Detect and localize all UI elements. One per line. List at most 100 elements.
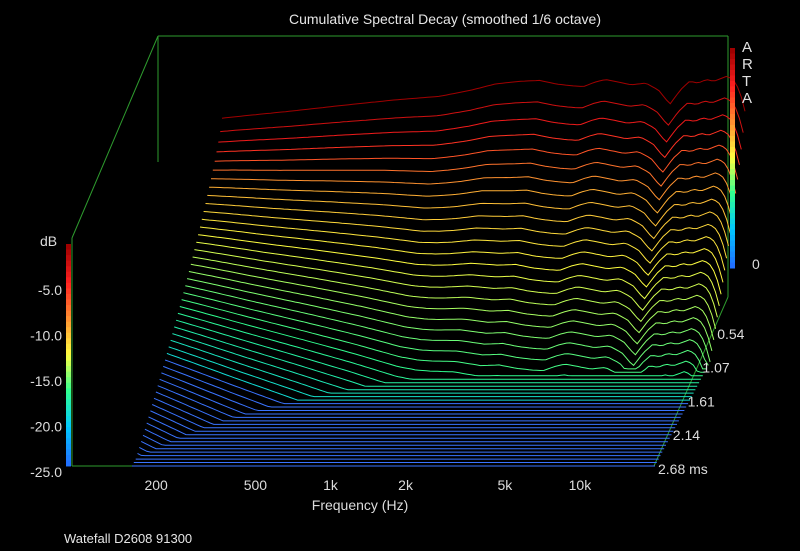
decay-slice (190, 263, 715, 341)
decay-slice (163, 365, 687, 408)
decay-slice (159, 378, 683, 415)
colorbar-segment (66, 277, 71, 284)
time-tick-label: 0.54 (717, 326, 744, 342)
colorbar-segment (66, 393, 71, 400)
colorbar-segment (66, 432, 71, 439)
colorbar-segment (66, 460, 71, 467)
colorbar-segment (730, 213, 735, 219)
colorbar-segment (66, 443, 71, 450)
decay-slice (155, 391, 679, 422)
colorbar-segment (66, 266, 71, 273)
x-tick-label: 2k (398, 477, 414, 493)
brand-letter: A (742, 39, 752, 56)
decay-slice (186, 278, 711, 363)
colorbar-segment (66, 332, 71, 339)
colorbar-segment (66, 449, 71, 456)
colorbar-segment (730, 235, 735, 241)
colorbar-segment (730, 64, 735, 71)
decay-slice (148, 416, 672, 436)
decay-slice (150, 410, 674, 432)
colorbar-segment (730, 59, 735, 65)
y-tick-label: -5.0 (38, 282, 62, 298)
colorbar-segment (66, 382, 71, 389)
decay-slice (218, 114, 742, 150)
decay-slice (194, 249, 718, 318)
x-tick-label: 500 (244, 477, 268, 493)
colorbar-segment (66, 349, 71, 356)
decay-slices (132, 75, 746, 467)
colorbar-segment (730, 141, 735, 148)
colorbar-segment (730, 163, 735, 170)
x-tick-label: 10k (569, 477, 593, 493)
colorbar-segment (730, 180, 735, 186)
decay-slice (146, 422, 670, 439)
colorbar-segment (66, 454, 71, 461)
decay-slice (216, 129, 740, 166)
colorbar-segment (730, 158, 735, 164)
decay-slice (181, 299, 705, 373)
colorbar-segment (66, 421, 71, 428)
colorbar-segment (66, 305, 71, 312)
db-colorbar (66, 244, 71, 467)
colorbar-segment (66, 293, 71, 300)
colorbar-segment (66, 255, 71, 262)
decay-slice (170, 339, 694, 394)
decay-slice (212, 158, 737, 194)
colorbar-segment (66, 327, 71, 334)
decay-slice (168, 346, 692, 398)
decay-slice (144, 428, 668, 443)
colorbar-segment (66, 416, 71, 423)
colorbar-segment (730, 53, 735, 60)
y-tick-label: -10.0 (30, 328, 62, 344)
frame-left-diagonal (71, 35, 159, 239)
colorbar-segment (66, 399, 71, 406)
colorbar-segment (66, 360, 71, 367)
decay-slice (164, 359, 689, 405)
colorbar-segment (730, 191, 735, 197)
decay-slice (205, 203, 729, 247)
decay-slice (151, 404, 676, 429)
colorbar-segment (66, 438, 71, 445)
colorbar-segment (730, 251, 735, 258)
colorbar-segment (66, 244, 71, 250)
colorbar-segment (66, 338, 71, 345)
time-tick-labels: 0.54 1.07 1.61 2.14 2.68 ms (658, 326, 745, 477)
time-tick-label: 2.14 (673, 427, 700, 443)
colorbar-segment (66, 371, 71, 378)
brand-letter: T (742, 73, 751, 90)
colorbar-segment (66, 249, 71, 256)
decay-slice (214, 144, 739, 180)
x-tick-label: 5k (497, 477, 513, 493)
x-tick-label: 200 (144, 477, 168, 493)
x-tick-labels: 200 500 1k 2k 5k 10k (144, 477, 592, 493)
colorbar-segment (66, 299, 71, 306)
colorbar-segment (66, 410, 71, 417)
colorbar-segment (730, 202, 735, 208)
colorbar-segment (730, 185, 735, 192)
colorbar-segment (730, 174, 735, 181)
colorbar-segment (730, 218, 735, 225)
y-axis-label: dB (40, 233, 57, 249)
decay-slice (179, 306, 703, 377)
decay-slice (221, 75, 746, 119)
colorbar-segment (730, 152, 735, 159)
colorbar-segment (730, 97, 735, 104)
decay-slice (188, 271, 713, 352)
colorbar-segment (730, 114, 735, 120)
y-tick-labels: 0 -5.0 -10.0 -15.0 -20.0 -25.0 (30, 256, 760, 480)
colorbar-segment (66, 404, 71, 411)
x-axis-label: Frequency (Hz) (312, 497, 408, 513)
decay-slice (157, 385, 681, 418)
colorbar-segment (66, 282, 71, 289)
y-tick-label: -15.0 (30, 373, 62, 389)
colorbar-segment (730, 92, 735, 98)
colorbar-segment (730, 119, 735, 126)
time-tick-label: 1.07 (702, 360, 729, 376)
y-tick-label: -20.0 (30, 419, 62, 435)
decay-slice (207, 194, 731, 234)
x-tick-label: 1k (323, 477, 339, 493)
colorbar-segment (730, 169, 735, 175)
colorbar-segment (66, 310, 71, 317)
decay-slice (172, 333, 696, 391)
decay-slice (198, 234, 722, 295)
